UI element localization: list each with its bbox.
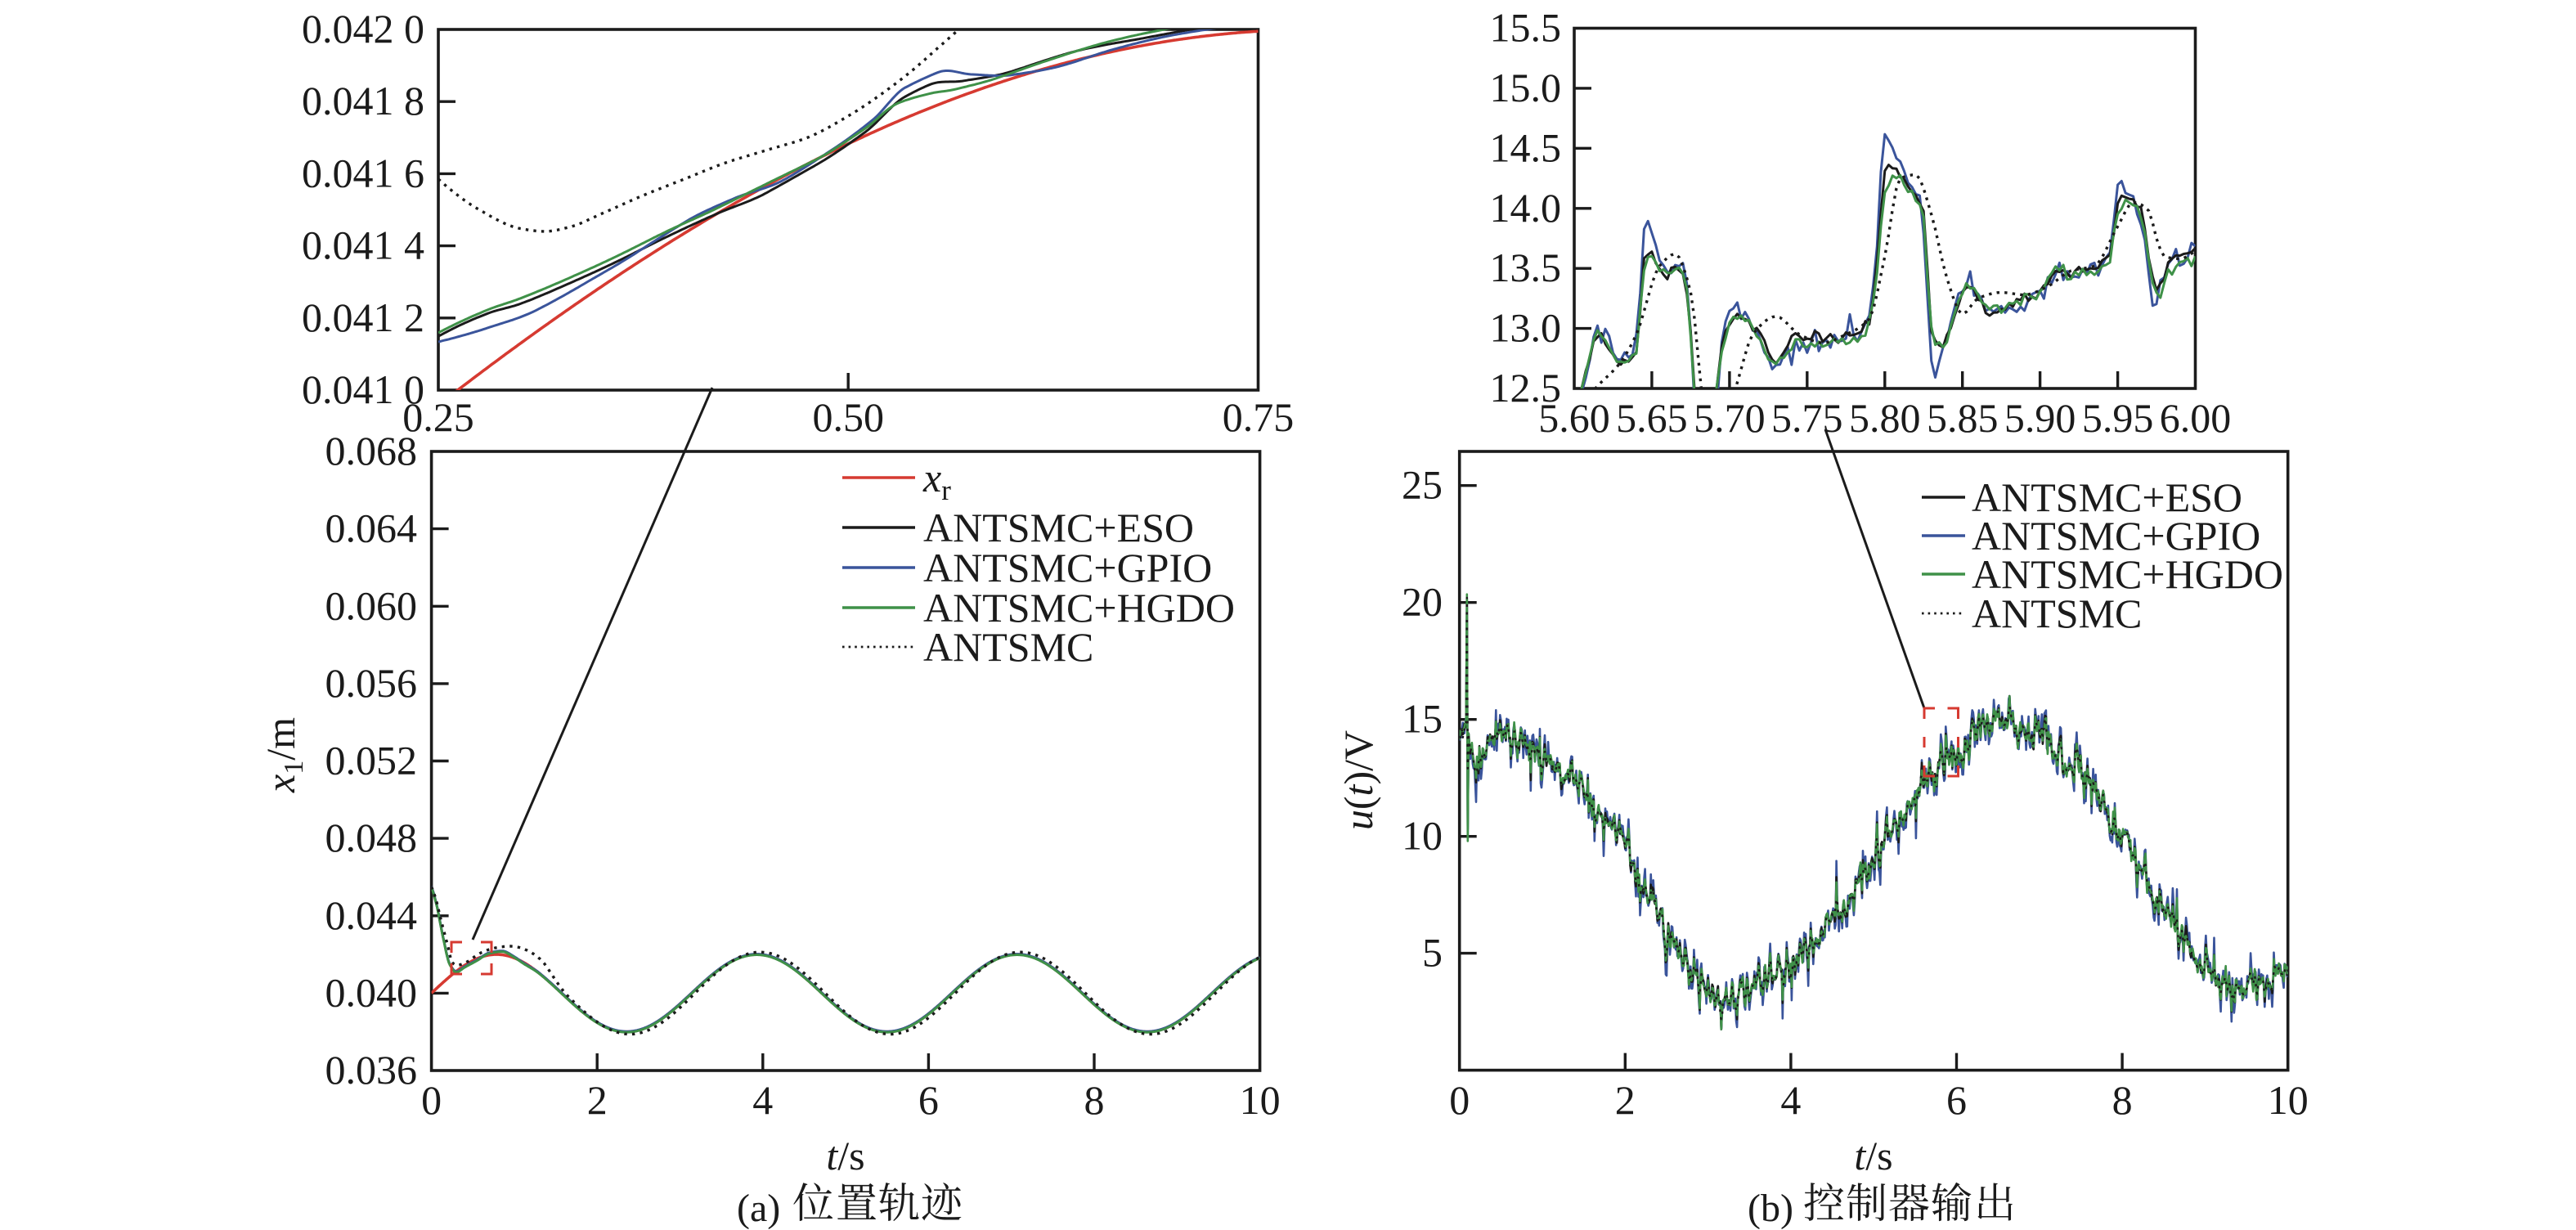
svg-text:5.75: 5.75: [1771, 395, 1843, 441]
svg-text:4: 4: [752, 1077, 773, 1123]
svg-text:14.0: 14.0: [1490, 185, 1562, 231]
svg-text:0.041 6: 0.041 6: [302, 150, 424, 195]
svg-text:0.044: 0.044: [325, 892, 418, 938]
svg-text:10: 10: [1240, 1077, 1281, 1123]
svg-text:ANTSMC: ANTSMC: [1972, 590, 2142, 636]
svg-text:13.0: 13.0: [1490, 305, 1562, 351]
svg-text:ANTSMC+ESO: ANTSMC+ESO: [923, 505, 1194, 550]
svg-text:5.90: 5.90: [2004, 395, 2076, 441]
svg-text:12.5: 12.5: [1490, 365, 1562, 411]
svg-text:15.0: 15.0: [1490, 65, 1562, 110]
svg-text:5.95: 5.95: [2082, 395, 2154, 441]
svg-text:ANTSMC+ESO: ANTSMC+ESO: [1972, 474, 2242, 520]
svg-text:t/s: t/s: [826, 1133, 864, 1178]
svg-text:0.75: 0.75: [1223, 394, 1295, 440]
svg-text:5: 5: [1422, 930, 1443, 976]
svg-text:0.052: 0.052: [325, 738, 418, 783]
svg-text:8: 8: [1084, 1077, 1105, 1123]
svg-text:ANTSMC+GPIO: ANTSMC+GPIO: [1972, 513, 2260, 559]
svg-text:2: 2: [1615, 1077, 1636, 1123]
svg-text:0.048: 0.048: [325, 815, 418, 860]
svg-text:0.041 8: 0.041 8: [302, 78, 424, 123]
svg-text:0.068: 0.068: [325, 428, 418, 474]
svg-text:t/s: t/s: [1854, 1133, 1892, 1178]
svg-text:5.80: 5.80: [1849, 395, 1921, 441]
svg-text:0: 0: [421, 1077, 442, 1123]
svg-text:5.65: 5.65: [1616, 395, 1688, 441]
svg-text:x1/m: x1/m: [258, 717, 309, 793]
svg-text:25: 25: [1402, 462, 1443, 508]
svg-text:0.25: 0.25: [402, 394, 474, 440]
svg-text:10: 10: [1402, 813, 1443, 859]
svg-text:5.85: 5.85: [1927, 395, 1999, 441]
svg-text:8: 8: [2112, 1077, 2133, 1123]
svg-text:0.040: 0.040: [325, 969, 418, 1015]
svg-text:0.041 0: 0.041 0: [302, 366, 424, 412]
svg-text:14.5: 14.5: [1490, 124, 1562, 170]
svg-text:4: 4: [1780, 1077, 1801, 1123]
svg-text:0.056: 0.056: [325, 660, 418, 706]
svg-text:0.50: 0.50: [812, 394, 884, 440]
svg-text:13.5: 13.5: [1490, 245, 1562, 290]
svg-text:u(t)/V: u(t)/V: [1335, 730, 1381, 830]
svg-text:20: 20: [1402, 579, 1443, 625]
svg-text:xr: xr: [922, 455, 951, 506]
svg-text:0.041 2: 0.041 2: [302, 294, 424, 340]
svg-text:ANTSMC+HGDO: ANTSMC+HGDO: [1972, 551, 2283, 597]
svg-text:6: 6: [1946, 1077, 1967, 1123]
svg-text:(a): (a): [737, 1187, 780, 1230]
svg-text:0: 0: [1449, 1077, 1470, 1123]
svg-text:6.00: 6.00: [2160, 395, 2232, 441]
svg-text:15.5: 15.5: [1490, 5, 1562, 51]
svg-text:(b): (b): [1748, 1187, 1793, 1230]
svg-text:0.042 0: 0.042 0: [302, 6, 424, 52]
svg-text:6: 6: [918, 1077, 939, 1123]
svg-text:15: 15: [1402, 696, 1443, 742]
svg-text:0.041 4: 0.041 4: [302, 222, 424, 268]
svg-text:0.060: 0.060: [325, 582, 418, 628]
svg-text:0.064: 0.064: [325, 505, 418, 551]
svg-text:10: 10: [2268, 1077, 2309, 1123]
svg-text:2: 2: [587, 1077, 608, 1123]
svg-text:ANTSMC: ANTSMC: [923, 624, 1093, 670]
svg-text:ANTSMC+GPIO: ANTSMC+GPIO: [923, 545, 1212, 590]
svg-text:0.036: 0.036: [325, 1047, 418, 1093]
svg-text:ANTSMC+HGDO: ANTSMC+HGDO: [923, 585, 1235, 631]
svg-text:5.70: 5.70: [1694, 395, 1766, 441]
svg-text:5.60: 5.60: [1538, 395, 1610, 441]
